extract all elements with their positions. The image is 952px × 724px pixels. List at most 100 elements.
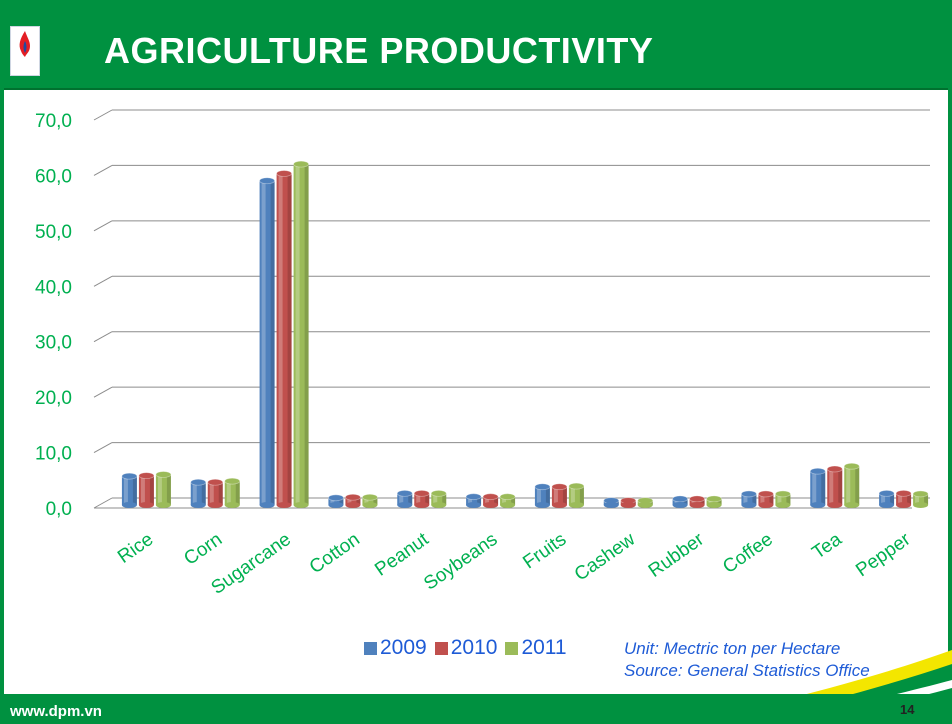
- bar-corn-2011: [224, 477, 241, 508]
- bar-rubber-2011: [706, 495, 722, 508]
- bar-bottom: [276, 502, 292, 508]
- bar-bottom: [259, 502, 275, 508]
- bar-soybeans-2009: [465, 493, 482, 508]
- chart-notes: Unit: Mectric ton per Hectare Source: Ge…: [624, 638, 870, 682]
- bar-shade: [373, 497, 378, 505]
- bar-shade: [683, 498, 688, 505]
- bar-cashew-2011: [637, 497, 654, 508]
- bar-highlight: [364, 497, 369, 505]
- bar-top: [328, 494, 344, 502]
- bar-body: [190, 482, 206, 505]
- bar-top: [912, 490, 929, 498]
- bar-highlight: [674, 498, 679, 505]
- bar-body: [328, 497, 344, 505]
- bar-shade: [700, 498, 705, 505]
- bar-bottom: [345, 502, 361, 508]
- bar-top: [895, 489, 912, 497]
- bar-highlight: [829, 468, 834, 505]
- bar-cotton-2010: [345, 493, 361, 508]
- bar-bottom: [879, 502, 895, 508]
- bar-body: [551, 486, 567, 505]
- bar-bottom: [551, 502, 567, 508]
- bar-highlight: [399, 493, 404, 505]
- left-border: [0, 88, 4, 694]
- bar-highlight: [433, 493, 438, 505]
- page-title: AGRICULTURE PRODUCTIVITY: [104, 30, 654, 71]
- x-tick-label: Coffee: [719, 529, 777, 578]
- bar-rubber-2010: [689, 495, 705, 508]
- x-tick-label: Fruits: [519, 529, 570, 573]
- website-link[interactable]: www.dpm.vn: [10, 703, 102, 720]
- bar-shade: [477, 496, 482, 505]
- legend-swatch-2009: [364, 641, 377, 655]
- bar-shade: [717, 498, 722, 505]
- bar-shade: [752, 493, 757, 505]
- bar-highlight: [209, 482, 214, 505]
- x-tick-label: Pepper: [852, 529, 915, 582]
- bar-peanut-2010: [413, 489, 430, 508]
- bar-body: [534, 486, 550, 505]
- bar-highlight: [915, 493, 920, 505]
- gridline-slant-6: [93, 164, 113, 176]
- bar-body: [397, 493, 413, 505]
- bar-top: [568, 482, 585, 490]
- bar-bottom: [827, 502, 843, 508]
- bar-bottom: [706, 502, 722, 508]
- y-tick-label: 10,0: [35, 444, 72, 465]
- bar-top: [396, 489, 413, 497]
- bar-bottom: [414, 502, 430, 508]
- bar-body: [844, 466, 860, 505]
- bar-rice-2010: [138, 472, 155, 508]
- bar-cashew-2009: [603, 497, 620, 508]
- bar-shade: [786, 493, 791, 505]
- bar-bottom: [603, 502, 619, 508]
- bar-shade: [648, 500, 653, 505]
- bar-cotton-2011: [362, 493, 378, 508]
- bar-highlight: [691, 498, 696, 505]
- y-tick-label: 30,0: [35, 333, 72, 354]
- legend-label-2011: 2011: [521, 636, 567, 659]
- bar-shade: [218, 482, 223, 505]
- bar-coffee-2009: [741, 490, 757, 508]
- bar-tea-2010: [826, 465, 843, 508]
- bar-shade: [235, 481, 240, 505]
- bar-sugarcane-2010: [276, 170, 292, 508]
- bar-corn-2009: [190, 478, 207, 508]
- bar-bottom: [431, 502, 447, 508]
- bar-shade: [356, 497, 361, 505]
- bar-body: [224, 481, 240, 505]
- bar-sugarcane-2011: [293, 160, 309, 508]
- bar-bottom: [500, 502, 516, 508]
- bar-shade: [270, 180, 275, 505]
- bar-bottom: [466, 502, 482, 508]
- bar-top: [534, 483, 551, 491]
- bar-highlight: [468, 496, 473, 505]
- bar-top: [413, 489, 430, 497]
- page-number: 14: [900, 702, 915, 717]
- bar-highlight: [261, 180, 266, 505]
- bar-highlight: [485, 496, 490, 505]
- bar-shade: [769, 493, 774, 505]
- bar-body: [207, 482, 223, 505]
- bar-soybeans-2010: [482, 493, 499, 508]
- bars: [121, 160, 929, 508]
- bar-top: [482, 493, 499, 501]
- bar-top: [499, 493, 516, 501]
- bar-shade: [855, 466, 860, 505]
- y-tick-label: 20,0: [35, 388, 72, 409]
- bar-shade: [425, 493, 430, 505]
- legend-swatch-2011: [505, 641, 519, 655]
- x-tick-label: Corn: [180, 529, 226, 570]
- bar-body: [466, 496, 482, 505]
- bar-bottom: [534, 502, 550, 508]
- bar-highlight: [743, 493, 748, 505]
- y-axis-ticks: 0,0 10,0 20,0 30,0 40,0 50,0 60,0 70,0: [35, 111, 72, 520]
- gridline-slant-4: [93, 275, 113, 287]
- bar-body: [775, 493, 791, 505]
- legend-swatch-2010: [434, 641, 448, 655]
- bar-top: [155, 471, 172, 478]
- x-tick-label: Rubber: [645, 529, 709, 582]
- bar-body: [706, 498, 722, 505]
- bar-shade: [166, 474, 171, 505]
